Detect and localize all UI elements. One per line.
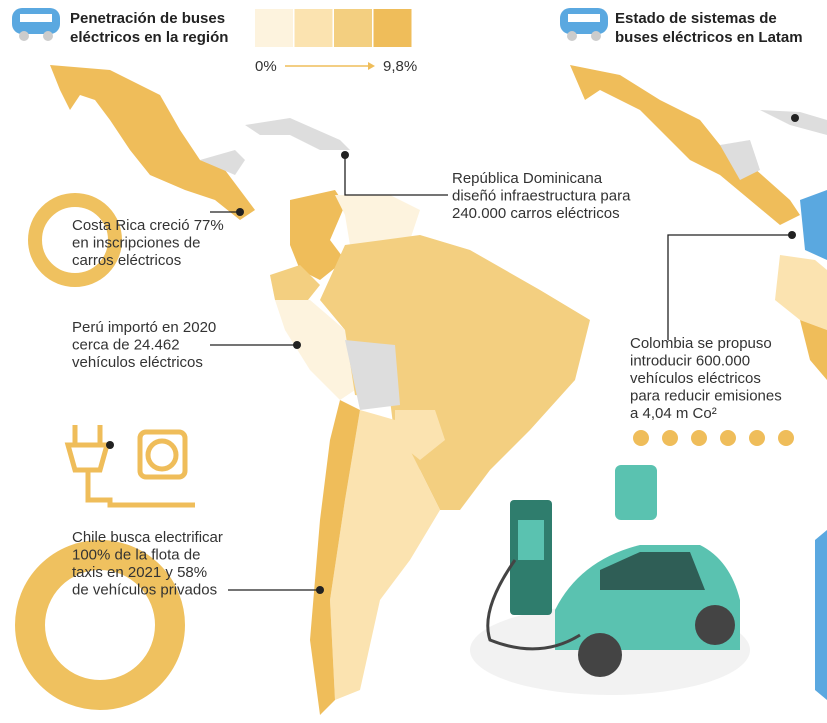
title: Penetración de buses — [70, 10, 225, 27]
annotation: en inscripciones de — [72, 235, 200, 252]
annotation: a 4,04 m Co² — [630, 405, 717, 422]
legend-min: 0% — [255, 58, 277, 75]
annotation: vehículos eléctricos — [72, 354, 203, 371]
legend-swatch — [334, 9, 372, 47]
annotation: introducir 600.000 — [630, 353, 750, 370]
title: eléctricos en la región — [70, 29, 228, 46]
dot-row — [633, 430, 794, 446]
annotation: Chile busca electrificar — [72, 529, 223, 546]
left-map — [50, 65, 590, 715]
annotation: Costa Rica creció 77% — [72, 217, 224, 234]
plug-icon — [68, 425, 195, 505]
annotation: cerca de 24.462 — [72, 337, 180, 354]
annotation: carros eléctricos — [72, 252, 181, 269]
legend-swatch — [374, 9, 412, 47]
legend-swatch — [255, 9, 293, 47]
bus-icon — [12, 8, 60, 41]
title: buses eléctricos en Latam — [615, 29, 803, 46]
infographic: 0% 9,8% Penetración de buses eléctricos e… — [0, 0, 827, 723]
annotation: República Dominicana — [452, 170, 603, 187]
legend-swatch — [295, 9, 333, 47]
title: Estado de sistemas de — [615, 10, 777, 27]
annotation: diseñó infraestructura para — [452, 188, 631, 205]
annotation: Colombia se propuso — [630, 335, 772, 352]
legend-max: 9,8% — [383, 58, 417, 75]
annotation: 240.000 carros eléctricos — [452, 205, 620, 222]
annotation: vehículos eléctricos — [630, 370, 761, 387]
annotation: de vehículos privados — [72, 582, 217, 599]
annotation: Perú importó en 2020 — [72, 319, 216, 336]
charger-illustration — [470, 465, 750, 695]
legend-arrow-head — [368, 62, 375, 70]
annotation: para reducir emisiones — [630, 388, 782, 405]
annotation: 100% de la flota de — [72, 547, 200, 564]
annotation: taxis en 2021 y 58% — [72, 564, 207, 581]
bus-icon — [560, 8, 608, 41]
